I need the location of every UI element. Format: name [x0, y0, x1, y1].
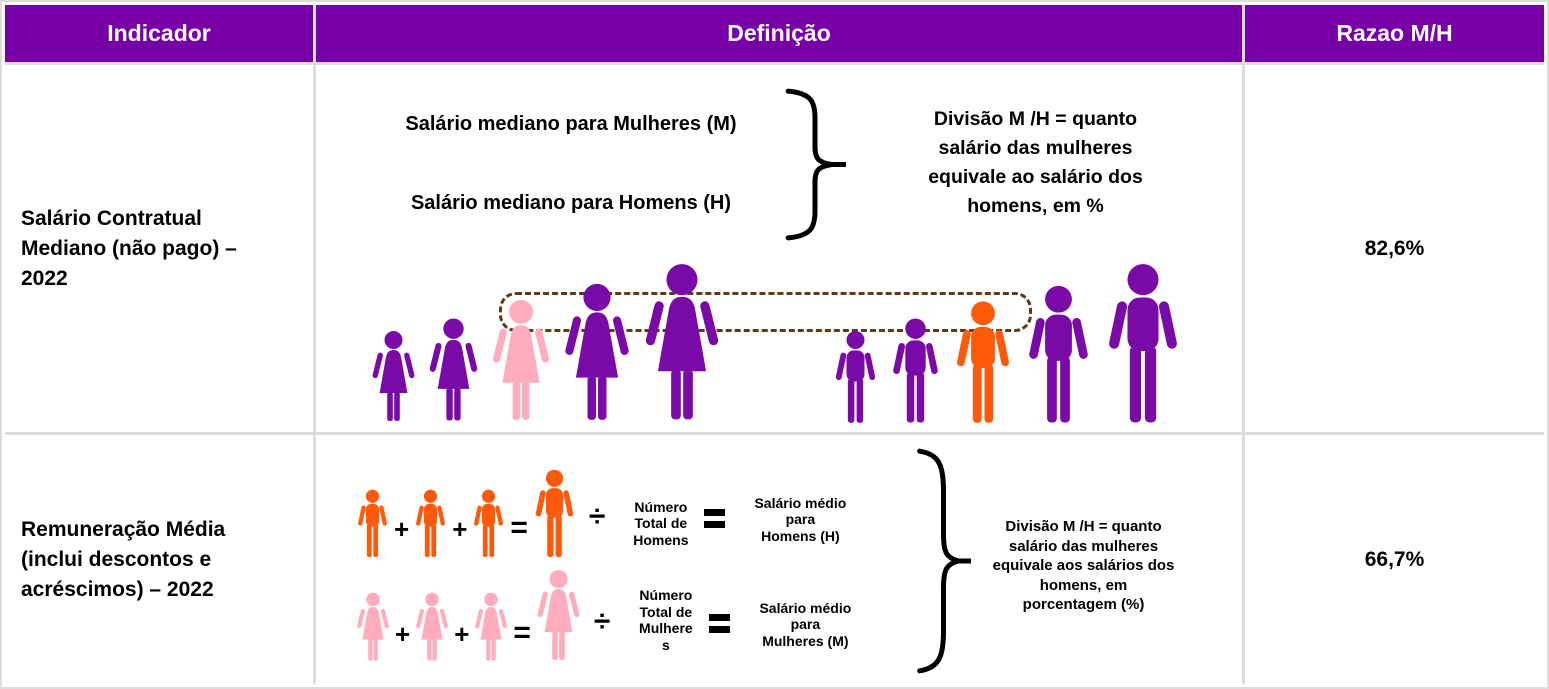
woman-icon [643, 261, 721, 424]
women-result-label: Salário médio para Mulheres (M) [759, 599, 852, 649]
heavy-equals-icon [709, 614, 731, 633]
row1-median-men-line: Salário mediano para Homens (H) [410, 192, 732, 214]
man-icon [1025, 283, 1092, 424]
row1-indicator-text: Salário Contratual Mediano (não pago) – … [21, 206, 237, 290]
row1-median-women-line: Salário mediano para Mulheres (M) [405, 113, 737, 135]
woman-icon [428, 316, 479, 424]
row2-indicator-text: Remuneração Média (inclui descontos e ac… [21, 517, 226, 601]
equals-operator: = [513, 616, 531, 649]
row1-ratio-value: 82,6% [1364, 236, 1425, 260]
women-average-equation: + + = ÷ Número Total de Mulhere s Salári… [356, 568, 861, 663]
median-highlight-dashed-box [499, 292, 1032, 332]
man-icon-total [533, 468, 576, 558]
row1-curly-brace-icon [784, 87, 846, 242]
header-ratio-label: Razao M/H [1336, 20, 1453, 46]
row1-definition-cell: Salário mediano para Mulheres (M) Salári… [316, 65, 1242, 432]
heavy-equals-icon [704, 509, 726, 528]
equals-operator: = [510, 511, 528, 544]
woman-icon [563, 281, 631, 424]
divide-operator: ÷ [593, 605, 611, 638]
man-icon [472, 488, 505, 558]
row2-curly-brace-icon [916, 445, 971, 677]
men-result-label: Salário médio para Homens (H) [754, 494, 847, 544]
row2-definition-cell: + + = ÷ Número Total de Homens Salário m… [316, 435, 1242, 684]
row1-population-pictograms [371, 261, 1182, 424]
row2-ratio-value: 66,7% [1364, 547, 1425, 571]
plus-operator: + [395, 619, 411, 649]
woman-icon-total [536, 568, 581, 663]
man-icon [414, 488, 447, 558]
plus-operator: + [452, 514, 468, 544]
header-definition: Definição [316, 5, 1242, 62]
men-divisor-label: Número Total de Homens [633, 498, 689, 548]
woman-icon [415, 591, 449, 663]
row2-indicator-cell: Remuneração Média (inclui descontos e ac… [5, 435, 313, 684]
indicators-table: Indicador Definição Razao M/H Salário Co… [5, 5, 1544, 684]
man-icon [1104, 261, 1182, 424]
woman-icon [371, 329, 416, 424]
woman-icon-median-pink [491, 297, 551, 424]
women-divisor-label: Número Total de Mulhere s [639, 587, 693, 653]
header-definition-label: Definição [727, 20, 831, 46]
row1-ratio-cell: 82,6% [1245, 65, 1544, 432]
man-icon [356, 488, 389, 558]
row2-ratio-cell: 66,7% [1245, 435, 1544, 684]
man-icon [890, 316, 941, 424]
divide-operator: ÷ [588, 500, 606, 533]
header-ratio: Razao M/H [1245, 5, 1544, 62]
men-average-equation: + + = ÷ Número Total de Homens Salário m… [356, 468, 856, 558]
man-icon-median-orange [953, 299, 1013, 424]
man-icon [833, 329, 878, 424]
row1-indicator-cell: Salário Contratual Mediano (não pago) – … [5, 65, 313, 432]
plus-operator: + [454, 619, 470, 649]
woman-icon [356, 591, 390, 663]
woman-icon [474, 591, 508, 663]
row1-explanation-text: Divisão M /H = quanto salário das mulher… [928, 108, 1143, 217]
plus-operator: + [394, 514, 410, 544]
row2-explanation-text: Divisão M /H = quanto salário das mulher… [992, 518, 1175, 613]
header-indicator-label: Indicador [107, 20, 211, 46]
header-indicator: Indicador [5, 5, 313, 62]
